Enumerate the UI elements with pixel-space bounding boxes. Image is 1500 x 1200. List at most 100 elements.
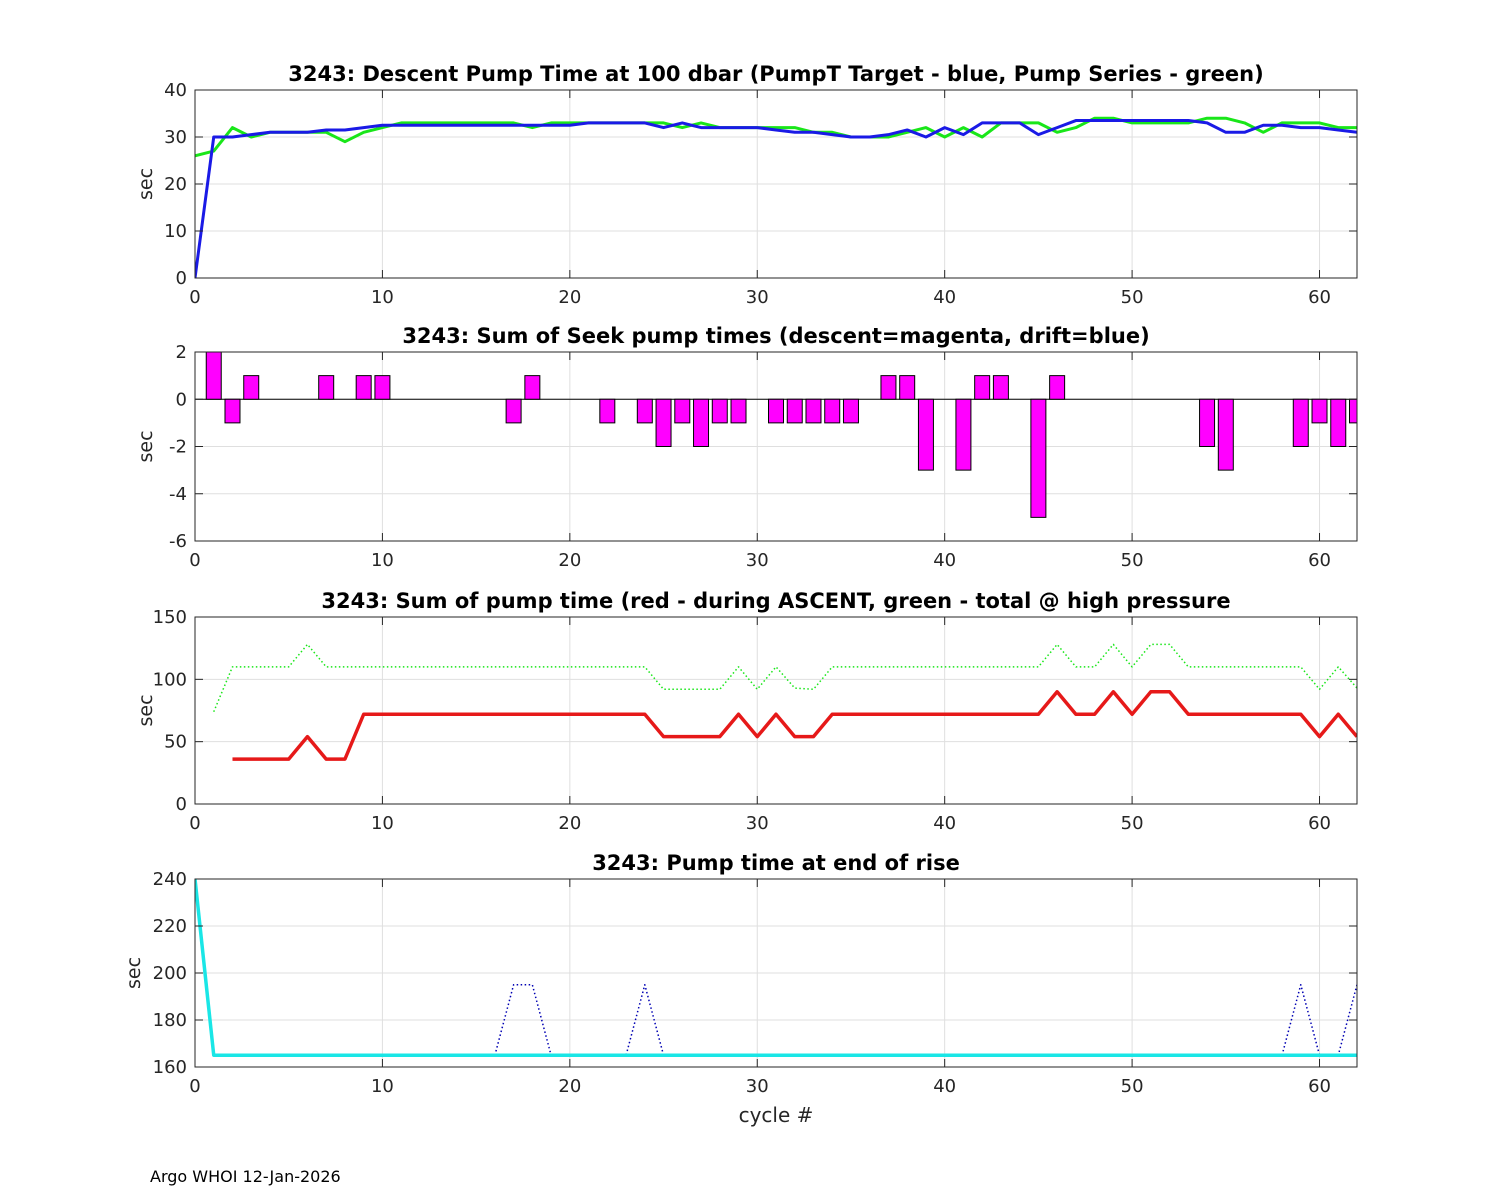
x-tick-label: 40 <box>933 550 956 571</box>
y-tick-label: 30 <box>164 127 187 148</box>
x-tick-label: 60 <box>1308 813 1331 834</box>
y-tick-label: 200 <box>153 963 187 984</box>
plot-area <box>213 643 1357 761</box>
bar-cycle-26 <box>674 398 691 424</box>
chart-title: 3243: Descent Pump Time at 100 dbar (Pum… <box>288 62 1263 86</box>
y-tick-label: -4 <box>169 484 187 505</box>
bar-cycle-55 <box>1217 398 1234 471</box>
x-axis-label: cycle # <box>739 1103 814 1127</box>
bar-cycle-54 <box>1199 398 1216 447</box>
bar-cycle-32 <box>786 398 803 424</box>
bar-cycle-9 <box>355 375 372 400</box>
chart-title: 3243: Sum of Seek pump times (descent=ma… <box>402 324 1149 348</box>
x-tick-label: 0 <box>189 1076 200 1097</box>
y-tick-label: 100 <box>153 669 187 690</box>
x-tick-label: 40 <box>933 287 956 308</box>
chart-panel-1: 0 10 20 30 40 50 60 0 10 20 30 40 3243: Descent Pump… <box>135 62 1358 308</box>
y-tick-label: 160 <box>153 1057 187 1078</box>
bar-cycle-22 <box>599 398 616 424</box>
x-tick-label: 30 <box>746 813 769 834</box>
chart-panel-3: 0 10 20 30 40 50 60 0 50 100 150 3243: Sum of pump … <box>135 589 1358 834</box>
bar-cycle-29 <box>730 398 747 424</box>
bar-cycle-3 <box>243 375 260 400</box>
series-line-2 <box>195 119 1357 278</box>
axes-frame <box>194 616 1358 805</box>
series-line-1 <box>213 643 1357 713</box>
y-tick-label: 0 <box>176 268 187 289</box>
bar-cycle-2 <box>224 398 241 424</box>
plot-area <box>195 879 1357 1057</box>
chart-title: 3243: Sum of pump time (red - during ASC… <box>321 589 1230 613</box>
bar-cycle-43 <box>992 375 1009 400</box>
x-tick-label: 50 <box>1121 1076 1144 1097</box>
bar-cycle-35 <box>842 398 859 424</box>
chart-panel-2: 0 10 20 30 40 50 60 -6 -4 -2 0 2 3243: Sum of Seek p… <box>135 324 1358 571</box>
y-tick-label: 10 <box>164 221 187 242</box>
bar-cycle-31 <box>768 398 784 424</box>
x-tick-label: 30 <box>746 550 769 571</box>
bar-cycle-42 <box>974 375 991 400</box>
bar-cycle-28 <box>711 398 728 424</box>
bar-cycle-17 <box>505 398 522 424</box>
y-axis-label: sec <box>135 430 157 462</box>
bar-cycle-27 <box>693 398 710 447</box>
x-tick-label: 0 <box>189 550 200 571</box>
x-tick-label: 0 <box>189 813 200 834</box>
y-tick-label: 150 <box>153 607 187 628</box>
y-tick-label: 0 <box>176 389 187 410</box>
x-tick-label: 40 <box>933 813 956 834</box>
series-line-2 <box>232 690 1357 761</box>
y-tick-label: -6 <box>169 531 187 552</box>
x-tick-label: 10 <box>371 550 394 571</box>
x-tick-label: 20 <box>558 813 581 834</box>
x-tick-label: 20 <box>558 550 581 571</box>
chart-panel-4: 0 10 20 30 40 50 60 160 180 200 220 240 3243: Pump t… <box>123 851 1358 1127</box>
y-tick-label: 50 <box>164 732 187 753</box>
bar-cycle-37 <box>880 375 897 400</box>
y-tick-label: 240 <box>153 869 187 890</box>
bar-cycle-38 <box>899 375 916 400</box>
x-tick-label: 40 <box>933 1076 956 1097</box>
bar-cycle-33 <box>805 398 822 424</box>
x-tick-label: 60 <box>1308 1076 1331 1097</box>
x-tick-label: 0 <box>189 287 200 308</box>
y-tick-label: 2 <box>176 342 187 363</box>
bar-cycle-39 <box>917 398 934 471</box>
bar-cycle-46 <box>1049 375 1066 400</box>
y-tick-label: 20 <box>164 174 187 195</box>
bar-cycle-1 <box>205 352 222 400</box>
bar-cycle-45 <box>1030 398 1047 518</box>
x-tick-label: 50 <box>1121 550 1144 571</box>
bar-cycle-59 <box>1292 398 1309 447</box>
y-tick-label: -2 <box>169 437 187 458</box>
plot-area <box>195 352 1357 518</box>
x-tick-label: 20 <box>558 1076 581 1097</box>
x-tick-label: 30 <box>746 287 769 308</box>
chart-title: 3243: Pump time at end of rise <box>592 851 960 875</box>
x-tick-label: 30 <box>746 1076 769 1097</box>
x-tick-label: 50 <box>1121 287 1144 308</box>
x-tick-label: 20 <box>558 287 581 308</box>
y-axis-label: sec <box>135 168 157 200</box>
x-tick-label: 60 <box>1308 550 1331 571</box>
bar-cycle-7 <box>318 375 335 400</box>
y-axis-label: sec <box>135 694 157 726</box>
bar-cycle-25 <box>655 398 672 447</box>
y-tick-label: 40 <box>164 80 187 101</box>
x-tick-label: 10 <box>371 1076 394 1097</box>
y-tick-label: 180 <box>153 1010 187 1031</box>
bar-cycle-60 <box>1311 398 1328 424</box>
bar-cycle-61 <box>1330 398 1347 447</box>
bar-cycle-18 <box>524 375 541 400</box>
footer-text: Argo WHOI 12-Jan-2026 <box>150 1167 341 1186</box>
bar-cycle-34 <box>824 398 841 424</box>
x-tick-label: 50 <box>1121 813 1144 834</box>
plot-area <box>195 116 1357 278</box>
y-tick-label: 220 <box>153 916 187 937</box>
y-tick-label: 0 <box>176 794 187 815</box>
y-axis-label: sec <box>123 957 145 989</box>
bar-cycle-24 <box>636 398 653 424</box>
